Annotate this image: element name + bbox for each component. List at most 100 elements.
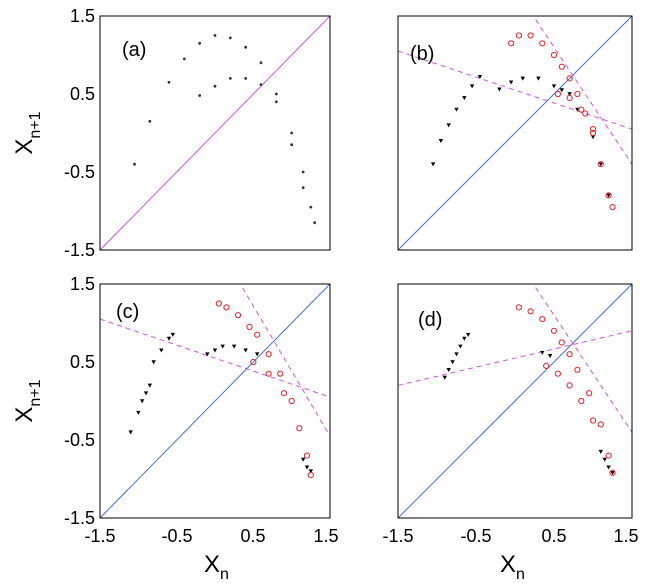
red-circle-point <box>508 40 515 47</box>
panel-a-ylabel-text: Xn+1 <box>11 111 44 154</box>
red-circle-point <box>550 51 558 59</box>
panel-a-ytick-label: -1.5 <box>64 240 95 260</box>
black-triangle-point <box>466 332 471 337</box>
red-circle-point <box>566 94 573 102</box>
attractor-dot-point <box>213 34 217 37</box>
black-triangle-point <box>454 352 459 357</box>
attractor-dot-point <box>244 45 248 49</box>
red-circle-point <box>234 312 242 319</box>
black-triangle-point <box>300 457 306 462</box>
red-circle-point <box>265 370 272 377</box>
panel-c-xtick-label: 1.5 <box>313 526 338 546</box>
black-triangle-point <box>205 352 210 357</box>
red-circle-point <box>250 358 257 366</box>
black-triangle-point <box>547 353 553 358</box>
black-triangle-point <box>430 162 436 167</box>
red-circle-point <box>515 32 523 39</box>
red-circle-point <box>303 452 311 459</box>
red-circle-point <box>589 126 597 133</box>
black-triangle-point <box>438 139 444 143</box>
red-circle-point <box>609 469 616 476</box>
black-triangle-point <box>520 76 525 81</box>
black-triangle-point <box>450 360 455 365</box>
red-circle-point <box>578 106 585 113</box>
panel-c: (c) 1.5 0.5 -0.5 -1.5 -1.5 -0.5 0.5 1.5 … <box>11 274 339 583</box>
black-triangle-point <box>477 75 483 80</box>
attractor-dot-point <box>259 61 263 65</box>
panel-d-xlabel-sub: n <box>516 566 525 583</box>
attractor-dot-point <box>309 205 313 209</box>
black-triangle-point <box>497 87 502 92</box>
red-circle-point <box>589 417 597 424</box>
red-circle-point <box>223 304 230 311</box>
black-triangle-point <box>220 344 225 349</box>
attractor-dot-point <box>182 57 186 61</box>
red-circle-point <box>543 362 550 369</box>
panel-c-ytick-label: -0.5 <box>64 430 95 450</box>
panel-a-ylabel-sub: n+1 <box>27 111 44 138</box>
attractor-dot-point <box>259 83 263 87</box>
black-triangle-point <box>308 469 314 474</box>
black-triangle-point <box>446 368 451 372</box>
black-triangle-point <box>231 344 237 349</box>
black-triangle-point <box>559 88 564 93</box>
black-triangle-point <box>159 348 164 353</box>
panel-a-frame <box>99 15 331 251</box>
dashed-guide-line <box>398 330 632 386</box>
red-circle-point <box>539 316 546 323</box>
black-triangle-point <box>458 344 463 349</box>
dashed-guide-line <box>239 284 330 437</box>
red-circle-point <box>265 351 272 358</box>
attractor-dot-point <box>167 80 171 84</box>
black-triangle-point <box>170 332 176 337</box>
red-circle-point <box>605 452 612 459</box>
red-circle-point <box>578 397 585 405</box>
attractor-dot-point <box>148 119 152 123</box>
red-circle-point <box>527 308 534 315</box>
panel-a-ytick-label: 0.5 <box>70 84 95 104</box>
panel-a-plot-area <box>100 16 330 250</box>
red-circle-point <box>597 161 604 168</box>
attractor-dot-point <box>313 221 317 225</box>
black-triangle-point <box>567 92 572 97</box>
black-triangle-point <box>454 107 459 112</box>
panel-c-plot-area <box>100 284 330 518</box>
panel-c-xlabel: Xn <box>204 551 229 583</box>
red-circle-point <box>574 366 581 373</box>
panel-a-ylabel: Xn+1 <box>11 111 44 154</box>
identity-diagonal-line <box>398 284 632 518</box>
red-circle-point <box>246 323 253 330</box>
panel-b-marks <box>398 16 632 250</box>
red-circle-point <box>527 32 534 39</box>
red-circle-point <box>582 110 589 117</box>
black-triangle-point <box>446 123 451 128</box>
dashed-guide-line <box>100 318 330 398</box>
panel-d: (d) -1.5 -0.5 0.5 1.5 Xn <box>382 283 639 583</box>
panel-d-xtick-label: 0.5 <box>541 526 566 546</box>
identity-diagonal-line <box>100 16 330 250</box>
attractor-dot-point <box>301 170 305 174</box>
black-triangle-point <box>606 465 611 470</box>
red-circle-point <box>597 421 604 428</box>
attractor-dot-point <box>274 92 278 96</box>
panel-b-letter: (b) <box>410 43 434 65</box>
black-triangle-point <box>136 410 141 415</box>
red-circle-point <box>566 382 573 389</box>
attractor-dot-point <box>133 162 136 166</box>
black-triangle-point <box>243 348 248 353</box>
dashed-guide-line <box>532 16 632 165</box>
panel-d-plot-area <box>398 284 632 518</box>
red-circle-point <box>288 397 295 405</box>
red-circle-point <box>215 300 222 307</box>
panel-b-frame <box>397 15 633 251</box>
panel-a-ytick-label: 1.5 <box>70 6 95 26</box>
red-circle-point <box>586 390 593 397</box>
red-circle-point <box>558 339 565 346</box>
red-circle-point <box>277 370 284 377</box>
red-circle-point <box>296 425 303 432</box>
attractor-dot-point <box>290 143 294 147</box>
red-circle-point <box>554 90 562 98</box>
red-circle-point <box>609 204 616 211</box>
panel-c-ylabel-sub: n+1 <box>27 379 44 406</box>
